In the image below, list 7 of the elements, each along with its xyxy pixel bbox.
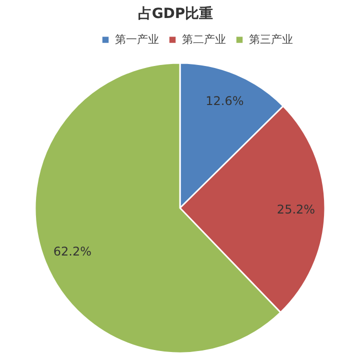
legend-label: 第一产业	[115, 32, 159, 46]
data-label: 62.2%	[53, 244, 92, 258]
data-label: 25.2%	[276, 202, 316, 216]
chart-title: 占GDP比重	[138, 6, 214, 22]
legend-label: 第三产业	[249, 32, 293, 46]
legend-label: 第二产业	[182, 32, 226, 46]
data-label: 12.6%	[206, 94, 244, 108]
